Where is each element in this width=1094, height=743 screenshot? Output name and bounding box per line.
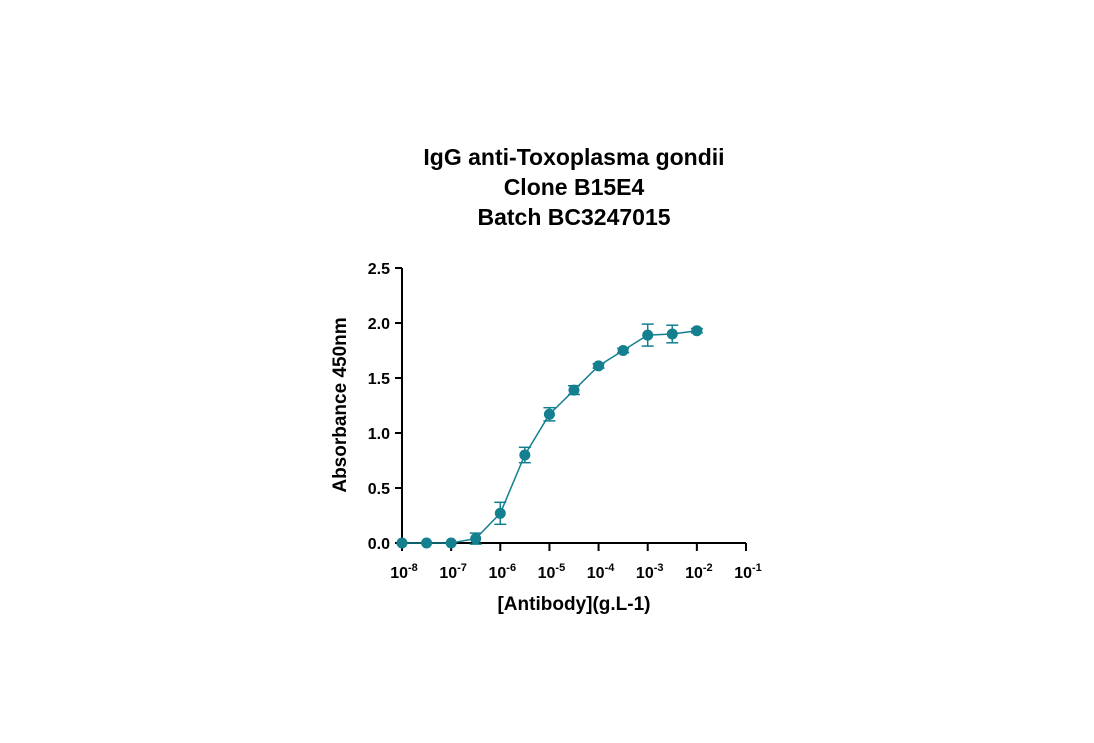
data-point <box>691 325 703 337</box>
data-points-group <box>396 325 703 549</box>
data-point <box>543 408 555 420</box>
x-tick-exponent: -6 <box>506 562 516 574</box>
x-tick-label: 10-6 <box>488 562 516 582</box>
data-point <box>568 384 580 396</box>
x-tick-label: 10-3 <box>636 562 664 582</box>
y-tick-label: 1.5 <box>368 371 390 388</box>
x-tick-base: 10 <box>587 565 605 582</box>
x-tick-exponent: -7 <box>457 562 467 574</box>
x-tick-base: 10 <box>538 565 556 582</box>
x-tick-label: 10-7 <box>439 562 467 582</box>
x-tick-base: 10 <box>636 565 654 582</box>
chart-title-line-3: Batch BC3247015 <box>477 204 670 230</box>
y-axis-ticks: 0.0 0.5 1.0 1.5 2.0 2.5 <box>368 261 402 553</box>
series-line <box>402 329 697 544</box>
data-point <box>494 507 506 519</box>
y-tick-label: 0.5 <box>368 481 390 498</box>
x-tick-exponent: -3 <box>654 562 664 574</box>
y-tick-label: 2.5 <box>368 261 390 278</box>
data-point <box>593 360 605 372</box>
x-tick-exponent: -8 <box>408 562 418 574</box>
x-axis-ticks: 10-8 10-7 10-6 10-5 10-4 10-3 10-2 10-1 <box>390 543 762 582</box>
y-tick-label: 1.0 <box>368 426 390 443</box>
data-point <box>421 537 433 549</box>
x-tick-base: 10 <box>390 565 408 582</box>
x-tick-label: 10-4 <box>587 562 615 582</box>
x-tick-exponent: -2 <box>703 562 713 574</box>
data-point <box>396 537 408 549</box>
x-tick-base: 10 <box>734 565 752 582</box>
x-tick-base: 10 <box>488 565 506 582</box>
x-tick-label: 10-5 <box>538 562 566 582</box>
chart-title-line-2: Clone B15E4 <box>504 174 645 200</box>
x-tick-exponent: -1 <box>752 562 762 574</box>
chart-title-line-1: IgG anti-Toxoplasma gondii <box>423 144 724 170</box>
x-tick-exponent: -4 <box>605 562 616 574</box>
x-tick-base: 10 <box>685 565 703 582</box>
x-tick-label: 10-8 <box>390 562 418 582</box>
y-tick-label: 2.0 <box>368 316 390 333</box>
y-axis-label: Absorbance 450nm <box>330 317 351 492</box>
series-line-group <box>402 329 697 544</box>
x-tick-label: 10-2 <box>685 562 713 582</box>
x-tick-label: 10-1 <box>734 562 762 582</box>
data-point <box>470 533 482 545</box>
data-point <box>666 328 678 340</box>
data-point <box>519 449 531 461</box>
data-point <box>642 329 654 341</box>
data-point <box>617 345 629 356</box>
x-axis-label: [Antibody](g.L-1) <box>497 594 650 615</box>
y-tick-label: 0.0 <box>368 536 390 553</box>
x-tick-exponent: -5 <box>555 562 565 574</box>
data-point <box>445 537 457 549</box>
chart-title: IgG anti-Toxoplasma gondii Clone B15E4 B… <box>423 144 724 230</box>
x-tick-base: 10 <box>439 565 457 582</box>
